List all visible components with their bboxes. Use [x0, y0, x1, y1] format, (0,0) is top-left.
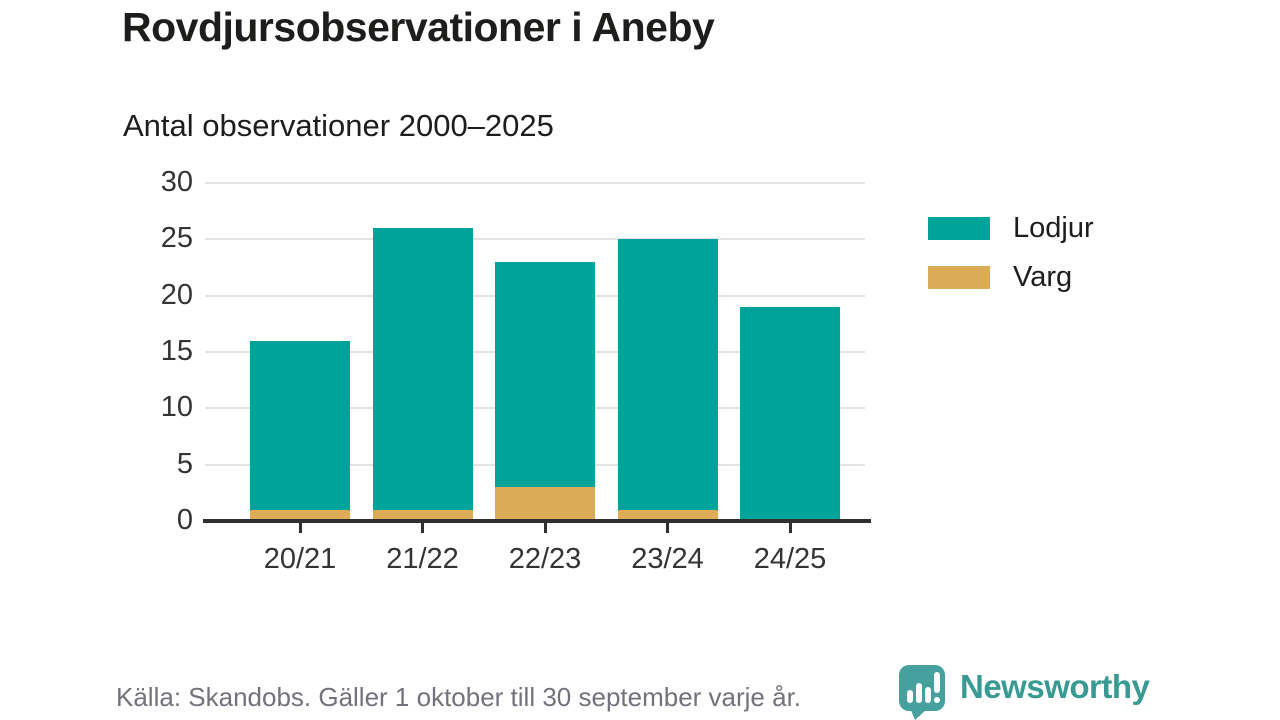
newsworthy-logo: Newsworthy	[898, 664, 1150, 720]
gridline-25	[205, 238, 865, 241]
chart-subtitle: Antal observationer 2000–2025	[123, 108, 554, 143]
bar-varg-22/23	[495, 487, 595, 521]
bar-varg-20/21	[250, 509, 350, 521]
bar-chart-speech-bubble-icon	[899, 665, 945, 720]
x-axis-tick	[543, 523, 547, 533]
y-axis-tick-label: 0	[176, 504, 193, 536]
legend-item-lodjur: Lodjur	[928, 212, 1094, 245]
y-axis-tick-label: 15	[160, 335, 193, 367]
chart-title: Rovdjursobservationer i Aneby	[122, 4, 715, 50]
legend: Lodjur Varg	[928, 212, 1094, 310]
bar-lodjur-20/21	[250, 340, 350, 510]
y-axis-tick-label: 20	[160, 278, 193, 311]
x-axis-tick	[666, 523, 669, 533]
legend-label-lodjur: Lodjur	[1013, 212, 1094, 244]
x-axis-tick-label: 22/23	[508, 543, 582, 575]
source-attribution: Källa: Skandobs. Gäller 1 oktober till 3…	[116, 682, 802, 712]
x-axis-tick-label: 21/22	[386, 543, 459, 575]
bar-varg-23/24	[617, 509, 718, 521]
bar-lodjur-22/23	[495, 261, 595, 488]
bar-varg-21/22	[372, 509, 473, 521]
y-axis-tick-label: 30	[160, 166, 193, 198]
bar-lodjur-23/24	[617, 239, 718, 510]
legend-swatch-varg	[928, 266, 990, 289]
gridline-30	[205, 182, 865, 184]
legend-swatch-lodjur	[928, 217, 990, 240]
newsworthy-logo-text: Newsworthy	[960, 668, 1150, 705]
x-axis-line	[203, 519, 871, 523]
bar-lodjur-24/25	[740, 306, 840, 521]
x-axis-tick-label: 20/21	[263, 543, 337, 575]
x-axis-tick-label: 24/25	[753, 543, 827, 575]
legend-item-varg: Varg	[928, 261, 1094, 294]
y-axis-tick-label: 10	[160, 391, 193, 424]
legend-label-varg: Varg	[1013, 261, 1073, 293]
x-axis-tick	[788, 523, 792, 533]
x-axis-tick-label: 23/24	[631, 543, 704, 575]
bar-lodjur-21/22	[372, 228, 473, 510]
y-axis-tick-label: 5	[176, 447, 193, 480]
x-axis-tick	[298, 523, 302, 533]
y-axis-tick-label: 25	[160, 222, 193, 255]
x-axis-tick	[421, 523, 424, 533]
